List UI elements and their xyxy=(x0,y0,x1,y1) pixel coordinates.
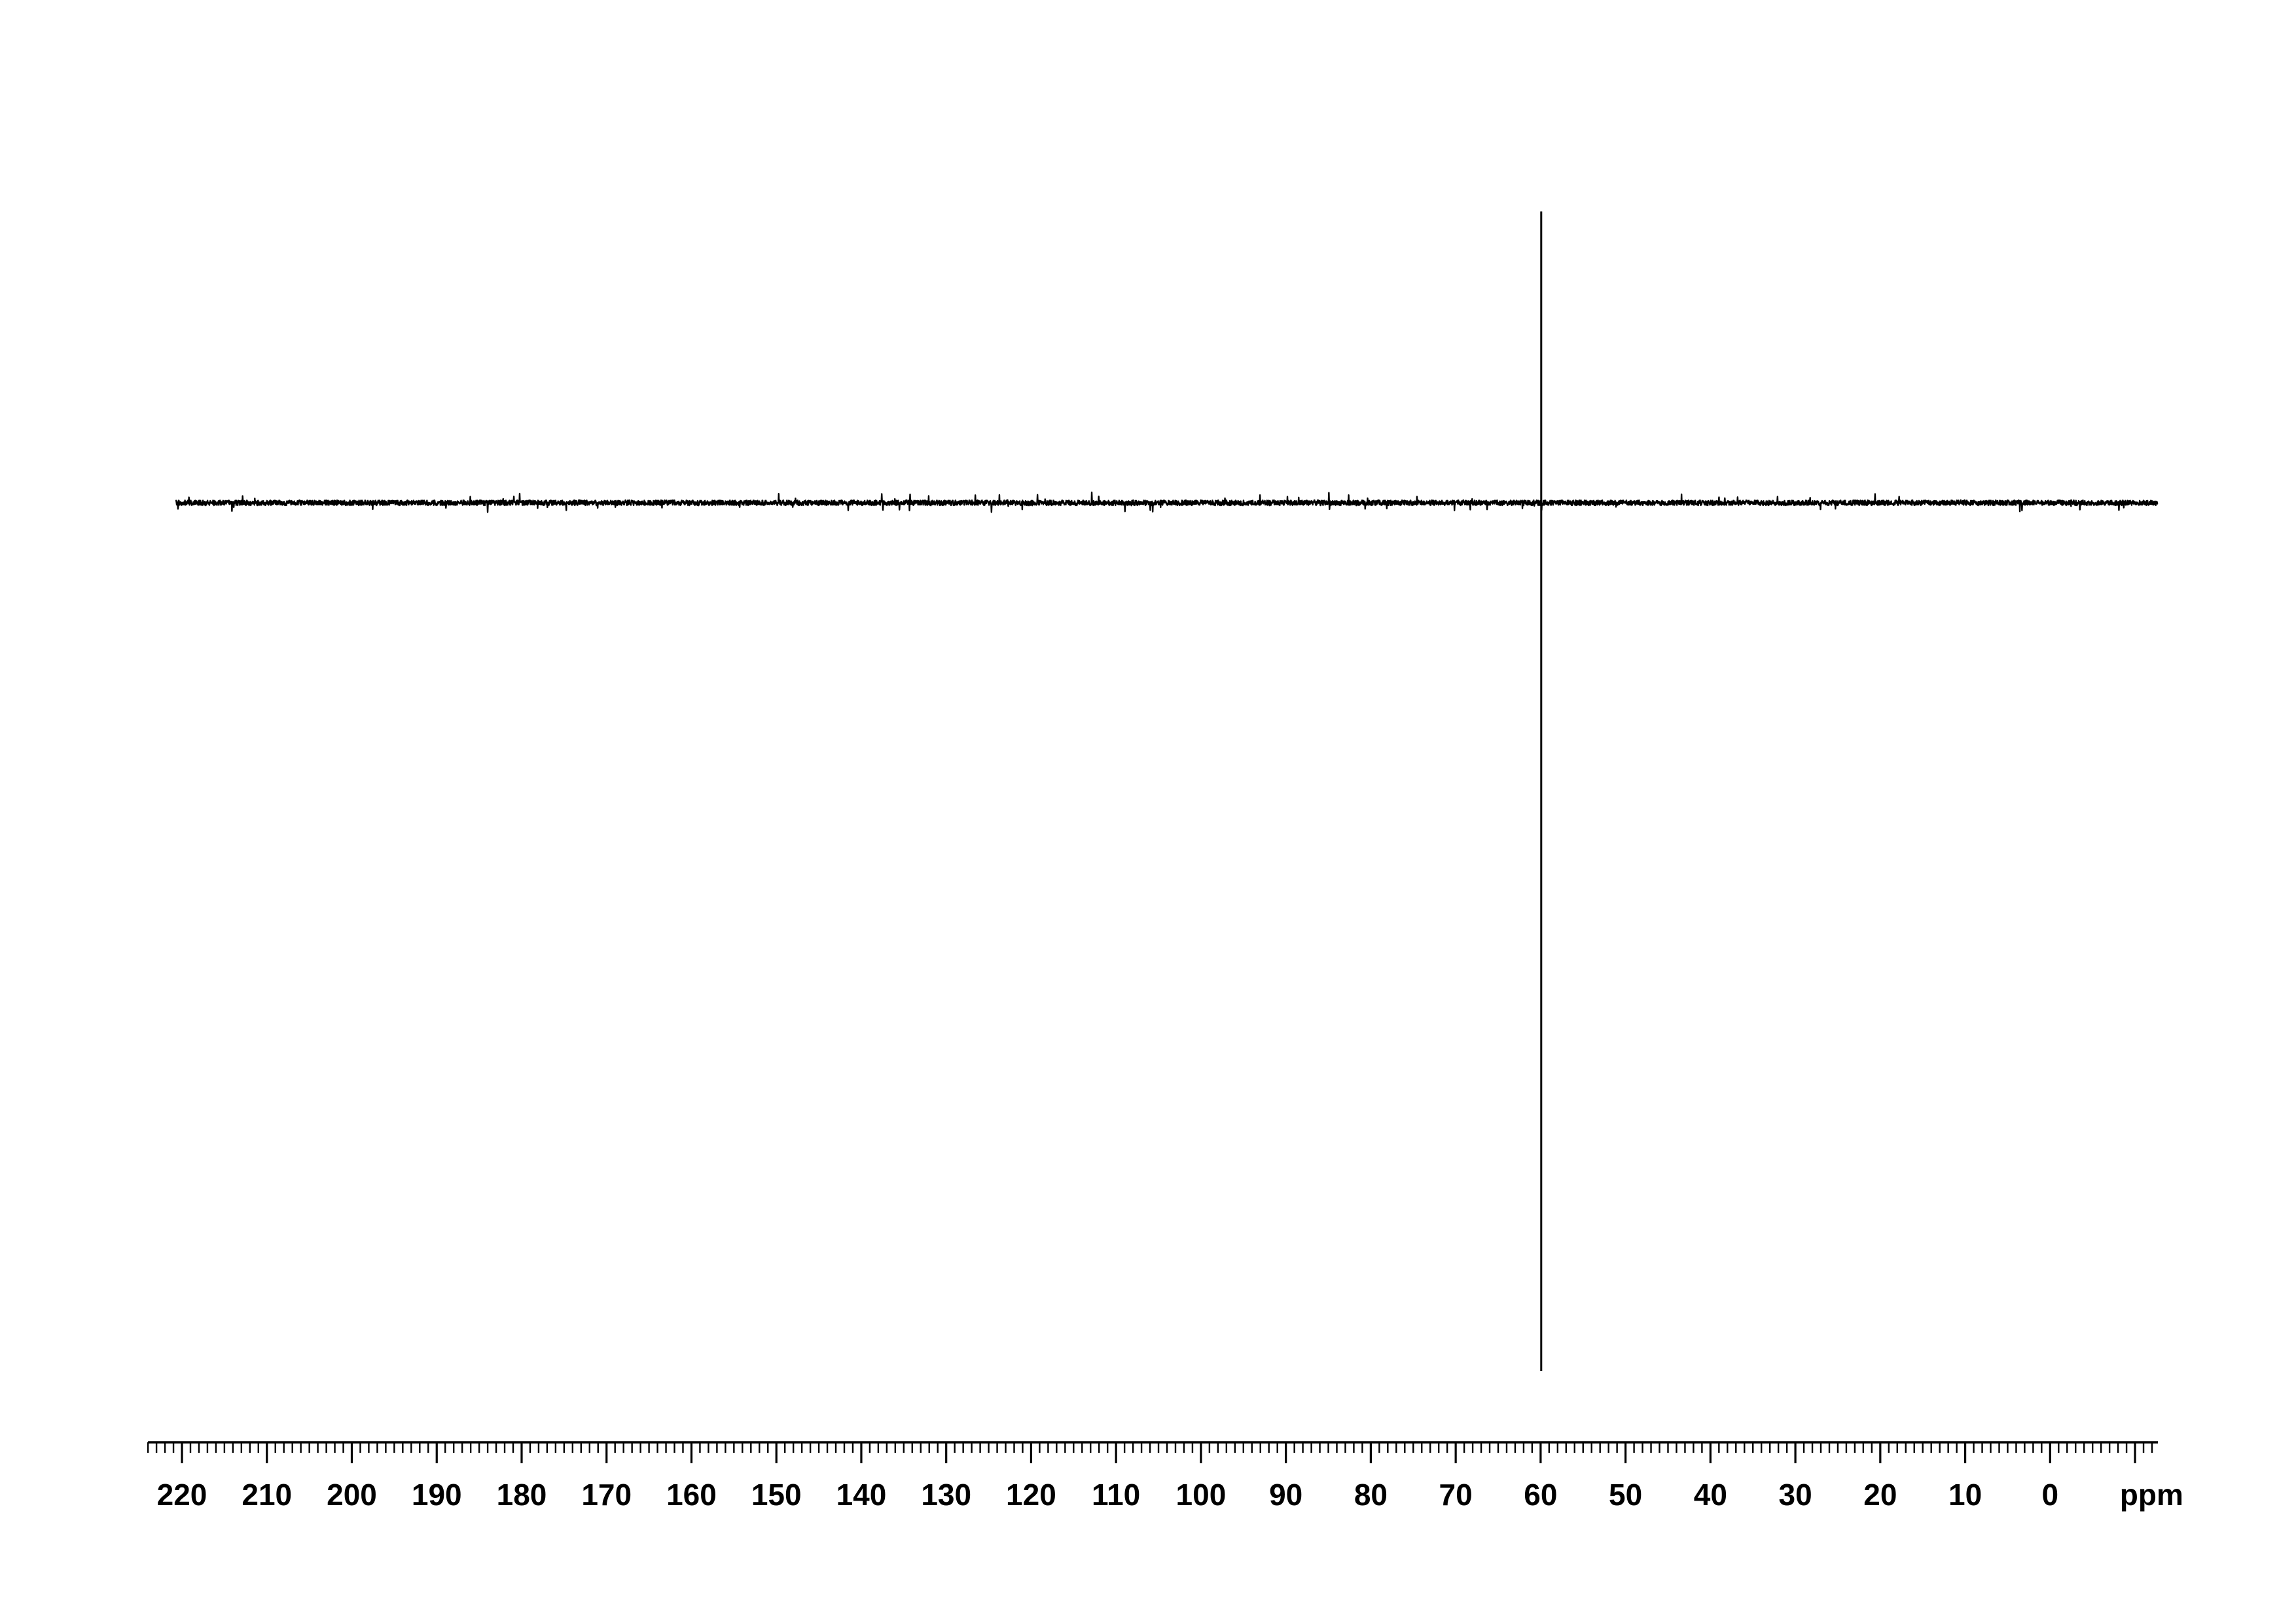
svg-text:140: 140 xyxy=(836,1478,887,1512)
svg-text:220: 220 xyxy=(157,1478,207,1512)
svg-text:50: 50 xyxy=(1609,1478,1642,1512)
svg-text:10: 10 xyxy=(1948,1478,1982,1512)
svg-text:200: 200 xyxy=(327,1478,377,1512)
svg-text:170: 170 xyxy=(581,1478,632,1512)
svg-text:0: 0 xyxy=(2042,1478,2059,1512)
svg-text:30: 30 xyxy=(1779,1478,1812,1512)
svg-text:190: 190 xyxy=(412,1478,462,1512)
svg-text:40: 40 xyxy=(1694,1478,1727,1512)
svg-text:130: 130 xyxy=(921,1478,971,1512)
svg-text:70: 70 xyxy=(1439,1478,1473,1512)
svg-text:100: 100 xyxy=(1176,1478,1227,1512)
svg-text:60: 60 xyxy=(1524,1478,1557,1512)
svg-text:90: 90 xyxy=(1269,1478,1302,1512)
svg-text:110: 110 xyxy=(1092,1478,1140,1512)
svg-text:ppm: ppm xyxy=(2120,1478,2183,1512)
svg-text:160: 160 xyxy=(666,1478,717,1512)
svg-text:180: 180 xyxy=(497,1478,547,1512)
svg-text:80: 80 xyxy=(1354,1478,1388,1512)
svg-text:210: 210 xyxy=(242,1478,292,1512)
svg-text:20: 20 xyxy=(1863,1478,1897,1512)
svg-text:150: 150 xyxy=(751,1478,802,1512)
svg-text:120: 120 xyxy=(1006,1478,1056,1512)
